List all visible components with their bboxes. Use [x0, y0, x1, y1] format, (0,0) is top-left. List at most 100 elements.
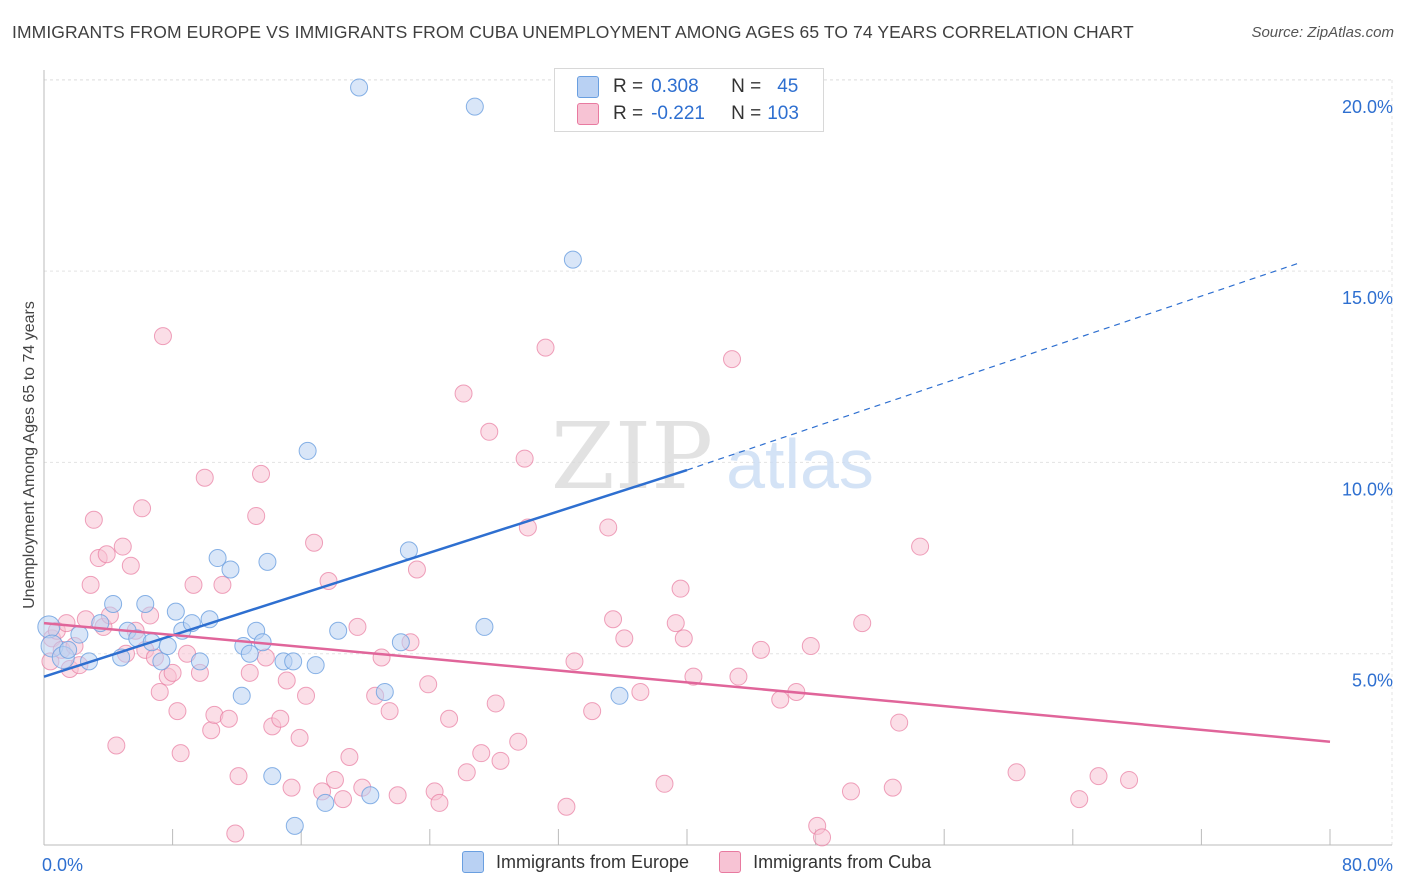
europe-point [465, 97, 484, 116]
europe-point [136, 594, 155, 613]
x-tick-label: 80.0% [1342, 855, 1393, 875]
europe-point [285, 816, 304, 835]
cuba-trend-line [43, 621, 1331, 743]
source-label: Source: ZipAtlas.com [1251, 24, 1394, 41]
europe-point [329, 621, 348, 640]
europe-point [221, 560, 240, 579]
cuba-point [202, 721, 221, 740]
cuba-point [121, 556, 140, 575]
cuba-point [1070, 790, 1089, 809]
cuba-point [290, 728, 309, 747]
cuba-point [305, 533, 324, 552]
cuba-r-label: R = [613, 103, 644, 124]
y-tick-label: 5.0% [1352, 671, 1393, 691]
cuba-point [153, 327, 172, 346]
europe-r-value: 0.308 [651, 76, 699, 97]
cuba-point [252, 464, 271, 483]
cuba-point [565, 652, 584, 671]
cuba-point [163, 663, 182, 682]
europe-point [306, 656, 325, 675]
legend-item-cuba[interactable]: Immigrants from Cuba [719, 851, 931, 873]
europe-point [258, 552, 277, 571]
cuba-point [631, 682, 650, 701]
cuba-point [340, 748, 359, 767]
cuba-point [911, 537, 930, 556]
cuba-point [480, 422, 499, 441]
europe-point [391, 633, 410, 652]
cuba-point [282, 778, 301, 797]
cuba-point [1089, 767, 1108, 786]
europe-point [208, 549, 227, 568]
cuba-point [229, 767, 248, 786]
cuba-point [277, 671, 296, 690]
europe-point [263, 767, 282, 786]
cuba-point [430, 793, 449, 812]
stats-row-europe: R = 0.308 N = 45 [577, 74, 798, 100]
y-axis-label: Unemployment Among Ages 65 to 74 years [21, 301, 38, 609]
chart-title: IMMIGRANTS FROM EUROPE VS IMMIGRANTS FRO… [12, 22, 1134, 42]
cuba-point [133, 499, 152, 518]
cuba-point [150, 682, 169, 701]
tick-labels: 5.0% 10.0% 15.0% 20.0% 0.0% 80.0% [42, 97, 1393, 875]
europe-point [240, 644, 259, 663]
cuba-point [319, 572, 338, 591]
cuba-point [583, 702, 602, 721]
legend-europe-swatch [462, 851, 484, 873]
legend-europe-label: Immigrants from Europe [496, 851, 690, 872]
cuba-point [226, 824, 245, 843]
cuba-point [380, 702, 399, 721]
legend-item-europe[interactable]: Immigrants from Europe [462, 851, 689, 873]
x-tick-label: 0.0% [42, 855, 83, 875]
cuba-point [883, 778, 902, 797]
y-tick-label: 20.0% [1342, 97, 1393, 117]
cuba-point [486, 694, 505, 713]
cuba-point [684, 667, 703, 686]
cuba-point [751, 640, 770, 659]
cuba-point [81, 575, 100, 594]
cuba-point [168, 702, 187, 721]
cuba-point [509, 732, 528, 751]
cuba-point [195, 468, 214, 487]
cuba-point [604, 610, 623, 629]
cuba-point [297, 686, 316, 705]
cuba-point [1007, 763, 1026, 782]
cuba-point [407, 560, 426, 579]
europe-point [152, 652, 171, 671]
legend-cuba-label: Immigrants from Cuba [753, 851, 932, 872]
europe-point [563, 250, 582, 269]
europe-trend-line [43, 468, 688, 678]
europe-point [59, 640, 78, 659]
cuba-point [729, 667, 748, 686]
europe-point [610, 686, 629, 705]
cuba-swatch [577, 103, 599, 125]
europe-point [284, 652, 303, 671]
cuba-point [107, 736, 126, 755]
watermark-atlas: atlas [726, 425, 874, 503]
cuba-point [247, 506, 266, 525]
cuba-point [256, 648, 275, 667]
cuba-point [671, 579, 690, 598]
cuba-point [240, 663, 259, 682]
cuba-point [348, 617, 367, 636]
cuba-point [440, 709, 459, 728]
cuba-point [890, 713, 909, 732]
y-tick-label: 10.0% [1342, 479, 1393, 499]
cuba-point [723, 350, 742, 369]
cuba-point [515, 449, 534, 468]
europe-n-value: 45 [777, 76, 799, 97]
europe-point [298, 441, 317, 460]
cuba-point [615, 629, 634, 648]
europe-point [70, 625, 89, 644]
cuba-point [333, 790, 352, 809]
legend-cuba-swatch [719, 851, 742, 873]
europe-point [190, 652, 209, 671]
trend-lines [43, 262, 1331, 743]
cuba-point [674, 629, 693, 648]
cuba-point [1120, 770, 1139, 789]
cuba-point [557, 797, 576, 816]
europe-point [361, 786, 380, 805]
cuba-point [853, 614, 872, 633]
europe-point [475, 617, 494, 636]
cuba-point [813, 828, 832, 847]
